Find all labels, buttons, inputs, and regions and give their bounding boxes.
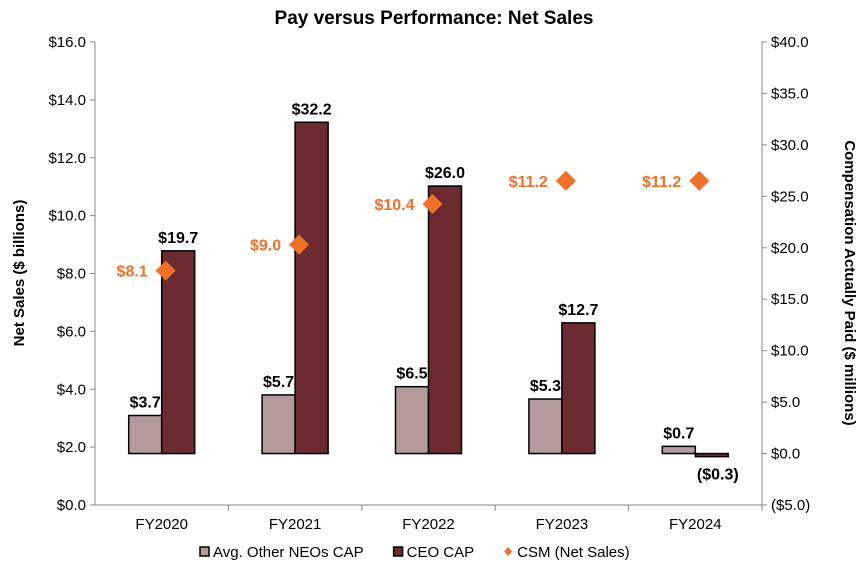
bar-data-label: $3.7 xyxy=(130,394,161,411)
legend-swatch-diamond xyxy=(504,547,513,556)
bar-data-label: $6.5 xyxy=(396,366,427,383)
x-tick-label: FY2021 xyxy=(269,516,322,533)
y-right-tick-label: $20.0 xyxy=(771,240,809,257)
x-tick-label: FY2024 xyxy=(669,516,722,533)
legend-swatch-0 xyxy=(199,546,210,557)
csm-data-label: $11.2 xyxy=(509,174,548,191)
x-tick-label: FY2023 xyxy=(536,516,589,533)
csm-data-label: $8.1 xyxy=(117,264,148,281)
y-right-tick-label: $15.0 xyxy=(771,291,809,308)
y-left-tick-label: $14.0 xyxy=(48,92,86,109)
csm-diamond-marker xyxy=(289,234,310,255)
y-axis-right-label: Compensation Actually Paid ($ millions) xyxy=(841,140,858,425)
y-left-tick-label: $4.0 xyxy=(57,381,86,398)
legend-label: Avg. Other NEOs CAP xyxy=(213,544,364,561)
y-right-tick-label: $35.0 xyxy=(771,85,809,102)
y-right-tick-label: $10.0 xyxy=(771,343,809,360)
csm-data-label: $9.0 xyxy=(250,238,281,255)
y-left-tick-label: $12.0 xyxy=(48,150,86,167)
bar-neo-cap xyxy=(261,394,296,455)
bar-neo-cap xyxy=(661,445,697,455)
bar-ceo-cap xyxy=(694,452,730,458)
y-left-tick-label: $8.0 xyxy=(57,266,86,283)
y-left-tick-label: $0.0 xyxy=(57,497,86,514)
bar-neo-cap xyxy=(528,398,563,455)
bar-data-label: $5.3 xyxy=(530,378,561,395)
y-right-tick-label: $25.0 xyxy=(771,188,809,205)
y-right-tick-label: $40.0 xyxy=(771,34,809,51)
x-tick-label: FY2022 xyxy=(402,516,455,533)
bar-data-label: $0.7 xyxy=(663,425,694,442)
bar-ceo-cap xyxy=(160,250,196,455)
bar-ceo-cap xyxy=(561,322,596,455)
bar-data-label: ($0.3) xyxy=(697,467,739,484)
y-left-tick-label: $16.0 xyxy=(48,34,86,51)
bar-data-label: $26.0 xyxy=(425,165,465,182)
y-right-tick-label: $30.0 xyxy=(771,137,809,154)
legend-label: CSM (Net Sales) xyxy=(517,544,630,561)
y-left-tick-label: $2.0 xyxy=(57,439,86,456)
csm-data-label: $10.4 xyxy=(374,197,414,214)
legend-label: CEO CAP xyxy=(407,544,475,561)
bar-ceo-cap xyxy=(427,185,463,455)
bar-neo-cap xyxy=(127,414,163,455)
bar-neo-cap xyxy=(394,385,430,455)
y-left-tick-label: $10.0 xyxy=(48,208,86,225)
y-right-tick-label: ($5.0) xyxy=(771,497,810,514)
csm-data-label: $11.2 xyxy=(642,174,681,191)
csm-diamond-marker xyxy=(155,260,176,281)
x-tick-label: FY2020 xyxy=(135,516,188,533)
bar-data-label: $19.7 xyxy=(158,230,198,247)
y-left-tick-label: $6.0 xyxy=(57,323,86,340)
csm-diamond-marker xyxy=(689,170,710,191)
bar-data-label: $5.7 xyxy=(263,374,294,391)
bar-data-label: $32.2 xyxy=(292,101,332,118)
bar-data-label: $12.7 xyxy=(558,302,598,319)
y-axis-left-label: Net Sales ($ billions) xyxy=(11,200,28,347)
csm-diamond-marker xyxy=(422,194,443,215)
chart-title: Pay versus Performance: Net Sales xyxy=(275,8,594,29)
bar-ceo-cap xyxy=(294,121,329,455)
legend-swatch-1 xyxy=(392,546,404,557)
y-right-tick-label: $5.0 xyxy=(771,394,800,411)
csm-diamond-marker xyxy=(555,170,576,191)
y-right-tick-label: $0.0 xyxy=(771,446,800,463)
